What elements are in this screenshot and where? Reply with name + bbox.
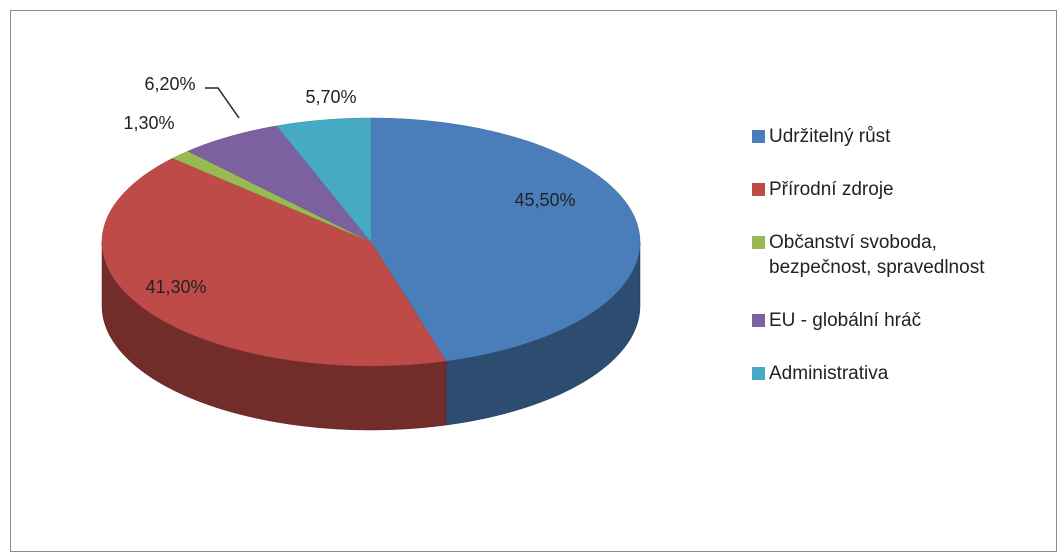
legend-item: Udržitelný růst [752,124,1042,149]
legend-label: EU - globální hráč [769,310,922,331]
data-label: 45,50% [514,190,575,210]
legend-item: Administrativa [752,361,1042,386]
slice [370,117,641,362]
data-label: 41,30% [145,277,206,297]
legend-label: Udržitelný růst [769,126,891,147]
legend-label: Administrativa [769,363,889,384]
legend-label: Občanství svoboda, bezpečnost, spravedln… [769,232,985,278]
legend-swatch [752,236,765,249]
pie [101,117,641,431]
legend-swatch [752,314,765,327]
legend-item: Přírodní zdroje [752,177,1042,202]
legend-item: EU - globální hráč [752,308,1042,333]
legend-swatch [752,130,765,143]
slice [101,157,447,367]
leader-line [205,87,240,119]
legend: Udržitelný růst Přírodní zdroje Občanství … [752,124,1042,414]
legend-label: Přírodní zdroje [769,179,894,200]
legend-swatch [752,183,765,196]
legend-swatch [752,367,765,380]
data-label: 5,70% [305,87,356,107]
slice [276,117,372,243]
data-label: 1,30% [123,113,174,133]
legend-item: Občanství svoboda, bezpečnost, spravedln… [752,230,1042,280]
slice [187,125,372,243]
data-label: 6,20% [144,74,195,94]
